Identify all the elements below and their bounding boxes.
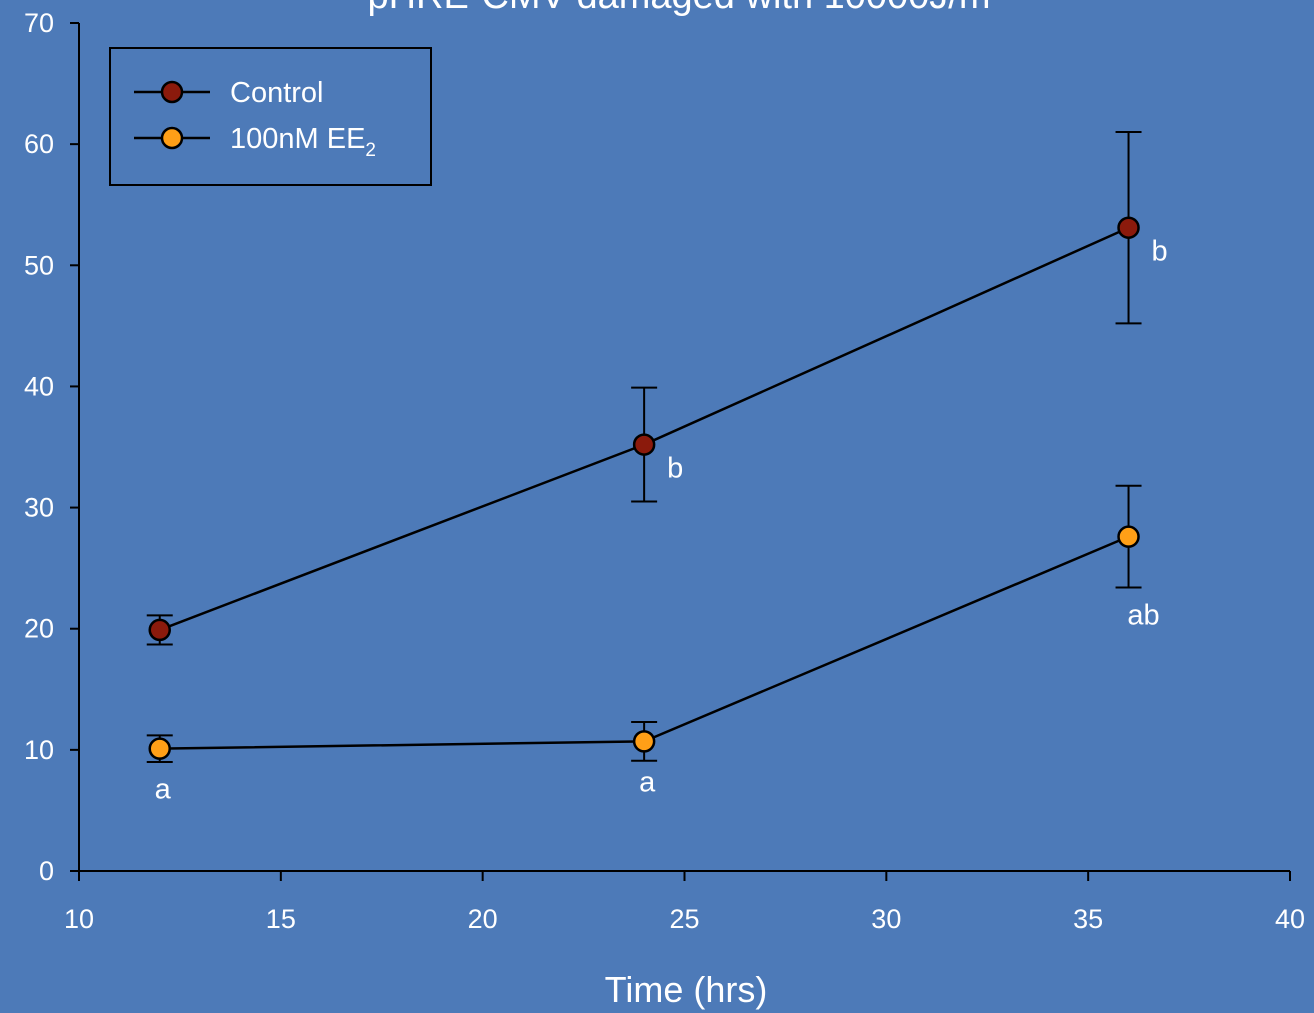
y-tick-label: 50: [24, 250, 54, 280]
legend: Control 100nM EE2: [109, 47, 432, 186]
significance-label: a: [155, 774, 172, 806]
y-tick-label: 0: [39, 856, 54, 886]
significance-label: ab: [1127, 600, 1159, 632]
annotations: b b a a ab: [155, 236, 1168, 806]
series-line: [159, 535, 1130, 750]
data-point: [1117, 525, 1140, 548]
y-tick-label: 70: [24, 8, 54, 38]
x-tick-label: 25: [669, 904, 699, 934]
y-tick-label: 20: [24, 614, 54, 644]
legend-label: 100nM EE2: [230, 123, 376, 161]
x-tick-label: 40: [1275, 904, 1305, 934]
axes: 0 10 20 30 40 50 60 70 10 15 20 25 30 35 40: [24, 8, 1305, 934]
x-axis-label: Time (hrs): [605, 969, 768, 1010]
y-tick-label: 60: [24, 129, 54, 159]
data-point: [148, 618, 171, 642]
y-tick-label: 30: [24, 493, 54, 523]
data-point: [632, 730, 656, 753]
legend-box: [109, 47, 432, 186]
significance-label: b: [1152, 236, 1168, 268]
data-point: [1117, 216, 1140, 239]
x-tick-label: 35: [1073, 904, 1103, 934]
x-tick-label: 30: [871, 904, 901, 934]
y-tick-label: 40: [24, 371, 54, 401]
data-point: [148, 737, 171, 760]
significance-label: b: [667, 453, 683, 485]
x-tick-label: 10: [64, 904, 94, 934]
series-1: [146, 131, 1142, 646]
x-tick-label: 20: [468, 904, 498, 934]
series-2: [146, 484, 1142, 763]
significance-label: a: [639, 766, 656, 798]
data-point: [632, 433, 656, 456]
chart-title: pHRE-CMV damaged with 10000J/m: [367, 0, 990, 17]
y-tick-label: 10: [24, 735, 54, 765]
x-tick-label: 15: [266, 904, 296, 934]
legend-marker: [160, 80, 184, 104]
legend-marker: [160, 126, 184, 150]
legend-subscript: 2: [365, 140, 376, 161]
series-layer: [146, 131, 1142, 763]
legend-label: Control: [230, 77, 324, 109]
